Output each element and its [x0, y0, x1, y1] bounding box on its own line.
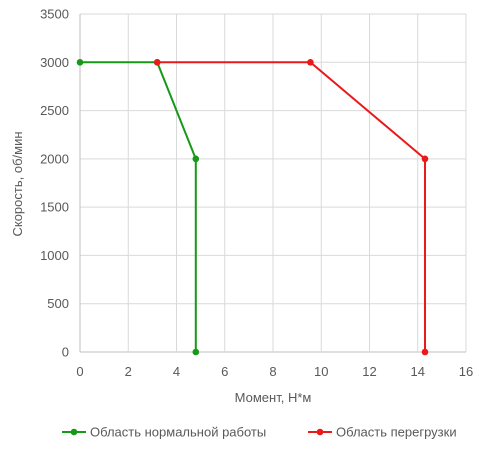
x-tick-label: 14 [411, 364, 425, 379]
legend-label-2: Область перегрузки [336, 425, 457, 440]
series-layer [76, 58, 429, 356]
axis-layer: 0 500 1000 1500 2000 2500 3000 3500 0 2 4 6 8 10 12 14 1… [40, 7, 473, 380]
data-point-series-1 [76, 58, 84, 66]
legend-label-1: Область нормальной работы [90, 425, 266, 440]
series-line-1 [80, 61, 197, 352]
y-axis-title: Скорость, об/мин [10, 131, 25, 236]
y-tick-label: 500 [47, 296, 69, 311]
grid-layer [79, 13, 467, 353]
y-tick-label: 1500 [40, 200, 69, 215]
y-tick-label: 0 [62, 345, 69, 360]
x-tick-label: 2 [125, 364, 132, 379]
x-tick-label: 0 [76, 364, 83, 379]
x-tick-label: 8 [269, 364, 276, 379]
x-axis-title: Момент, Н*м [235, 390, 312, 405]
legend-marker-1 [70, 428, 78, 436]
x-tick-label: 16 [459, 364, 473, 379]
data-point-series-2 [153, 58, 161, 66]
y-tick-label: 3000 [40, 55, 69, 70]
x-tick-label: 10 [314, 364, 328, 379]
data-point-series-1 [192, 348, 200, 356]
legend-marker-2 [316, 428, 324, 436]
y-tick-label: 2500 [40, 103, 69, 118]
y-tick-label: 3500 [40, 7, 69, 22]
x-tick-label: 6 [221, 364, 228, 379]
x-tick-label: 12 [362, 364, 376, 379]
series-line-2 [157, 61, 426, 352]
data-point-series-1 [192, 155, 200, 163]
legend: Область нормальной работы Область перегру… [62, 425, 457, 440]
data-point-series-2 [421, 348, 429, 356]
x-tick-label: 4 [173, 364, 180, 379]
y-tick-label: 1000 [40, 248, 69, 263]
y-tick-label: 2000 [40, 151, 69, 166]
data-point-series-2 [421, 155, 429, 163]
data-point-series-2 [307, 58, 314, 66]
